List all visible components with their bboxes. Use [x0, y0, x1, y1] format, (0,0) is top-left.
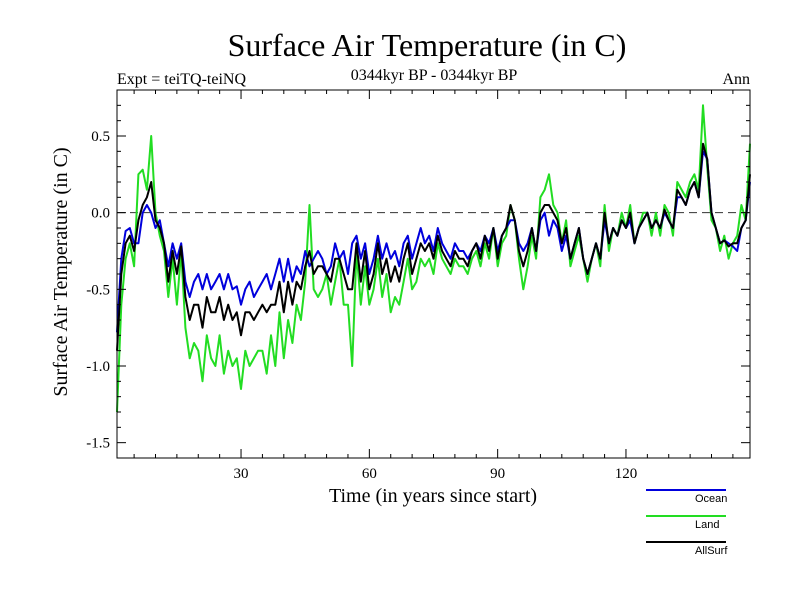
x-tick-label: 30 [234, 466, 249, 482]
legend-label-land: Land [695, 519, 719, 531]
x-tick-label: 60 [362, 466, 377, 482]
legend-label-allsurf: AllSurf [695, 545, 728, 557]
y-tick-label: -1.0 [86, 359, 110, 375]
chart-subtitle: 0344kyr BP - 0344kyr BP [351, 67, 518, 84]
series-line-ocean [116, 150, 751, 333]
chart-title: Surface Air Temperature (in C) [228, 27, 627, 63]
season-label: Ann [722, 71, 750, 88]
y-axis-label: Surface Air Temperature (in C) [50, 147, 72, 396]
x-axis-label: Time (in years since start) [329, 485, 537, 507]
legend-label-ocean: Ocean [695, 493, 727, 505]
y-tick-label: -0.5 [86, 282, 110, 298]
experiment-label: Expt = teiTQ-teiNQ [117, 71, 246, 88]
series-line-allsurf [116, 142, 751, 351]
x-tick-label: 90 [490, 466, 505, 482]
x-axis-ticks: 30 60 90 120 [133, 90, 734, 482]
legend: Ocean Land AllSurf [646, 489, 728, 557]
y-axis-ticks: -1.5 -1.0 -0.5 0.0 0.5 [86, 104, 750, 452]
series-line-land [116, 104, 751, 413]
series-layer [116, 104, 751, 413]
y-tick-label: 0.5 [91, 129, 110, 145]
y-tick-label: -1.5 [86, 436, 110, 452]
x-tick-label: 120 [615, 466, 638, 482]
y-tick-label: 0.0 [91, 206, 110, 222]
